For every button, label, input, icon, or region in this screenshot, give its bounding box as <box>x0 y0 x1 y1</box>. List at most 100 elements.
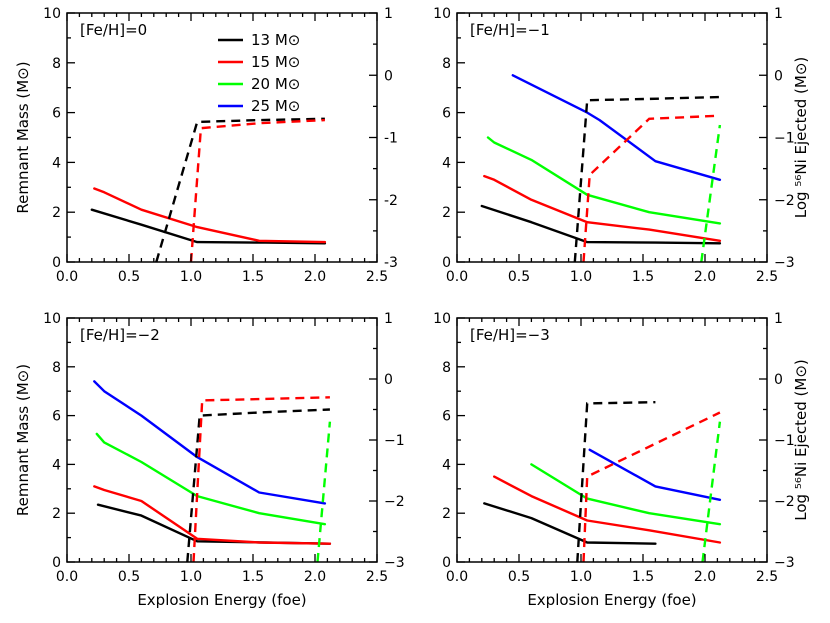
x-tick-label: 2.0 <box>304 569 326 585</box>
y2-tick-label: -1 <box>384 131 398 147</box>
remnant-line-13 <box>90 208 327 245</box>
nickel-line-15 <box>192 396 330 562</box>
y-axis-label: Remnant Mass (M⊙) <box>14 364 32 516</box>
x-tick-label: 2.5 <box>756 269 778 285</box>
x-tick-label: 1.5 <box>632 269 654 285</box>
legend-label-20: 20 M⊙ <box>251 75 300 93</box>
x-tick-label: 1.0 <box>180 569 202 585</box>
y2-tick-label: 1 <box>774 311 783 327</box>
remnant-line-13 <box>483 502 657 545</box>
nickel-line-20 <box>701 421 722 562</box>
x-tick-label: 0.0 <box>446 269 468 285</box>
y-tick-label: 6 <box>442 409 451 425</box>
x-tick-label: 0.0 <box>56 269 78 285</box>
y-tick-label: 4 <box>442 155 451 171</box>
y2-tick-label: −1 <box>774 433 795 449</box>
x-tick-label: 1.5 <box>632 569 654 585</box>
remnant-line-20 <box>530 463 722 526</box>
legend: 13 M⊙ 15 M⊙ 20 M⊙ 25 M⊙ <box>218 31 300 115</box>
panel-1: 0.0 0.5 1.0 1.5 2.0 2.5 0 2 4 6 8 10 -3 -2 -1 0 1 [Fe/H]=… <box>14 6 398 285</box>
x-tick-label: 0.5 <box>508 569 530 585</box>
y-tick-label: 6 <box>52 409 61 425</box>
legend-label-13: 13 M⊙ <box>251 31 300 49</box>
x-tick-label: 2.5 <box>756 569 778 585</box>
x-tick-label: 2.5 <box>366 269 388 285</box>
remnant-line-15 <box>493 475 722 544</box>
panel-4: 0.0 0.5 1.0 1.5 2.0 2.5 0 2 4 6 8 10 −3 −2 −1 0 1 [Fe/H]=… <box>433 311 810 609</box>
nickel-line-15 <box>582 411 721 562</box>
y2-tick-label: 1 <box>384 311 393 327</box>
y-tick-label: 4 <box>52 155 61 171</box>
nickel-line-13 <box>576 401 656 562</box>
x-tick-label: 2.0 <box>304 269 326 285</box>
y2-tick-label: 0 <box>384 68 393 84</box>
y2-axis-label: Log ⁵⁶Ni Ejected (M⊙) <box>792 359 810 520</box>
y2-tick-label: −1 <box>384 433 405 449</box>
x-axis-label: Explosion Energy (foe) <box>137 591 306 609</box>
panel-title: [Fe/H]=−2 <box>80 326 160 344</box>
remnant-line-15 <box>483 174 722 243</box>
x-tick-label: 0.5 <box>508 269 530 285</box>
x-tick-label: 0.5 <box>118 569 140 585</box>
remnant-line-25 <box>588 448 722 501</box>
panel-title: [Fe/H]=−1 <box>470 21 550 39</box>
y2-tick-label: −2 <box>384 494 405 510</box>
panel-2: 0.0 0.5 1.0 1.5 2.0 2.5 0 2 4 6 8 10 −3 −2 −1 0 1 [Fe/H]=… <box>433 6 810 285</box>
y-tick-label: 10 <box>433 311 451 327</box>
nickel-line-13 <box>186 408 330 562</box>
y-tick-label: 8 <box>442 56 451 72</box>
plot-frame <box>66 317 378 563</box>
x-tick-label: 1.0 <box>570 569 592 585</box>
x-tick-label: 2.5 <box>366 569 388 585</box>
y2-tick-label: −3 <box>384 555 405 571</box>
y-tick-label: 2 <box>442 205 451 221</box>
y2-tick-label: −3 <box>774 255 795 271</box>
y2-tick-label: −2 <box>774 193 795 209</box>
y-tick-label: 8 <box>442 360 451 376</box>
nickel-line-13 <box>155 117 325 262</box>
y-tick-label: 0 <box>52 255 61 271</box>
nickel-line-15 <box>582 114 720 262</box>
x-tick-label: 1.5 <box>242 269 264 285</box>
y2-tick-label: 0 <box>774 68 783 84</box>
y2-tick-label: 1 <box>384 6 393 22</box>
remnant-line-15 <box>93 485 332 545</box>
legend-label-15: 15 M⊙ <box>251 53 300 71</box>
y2-axis-label: Log ⁵⁶Ni Ejected (M⊙) <box>792 57 810 218</box>
y-tick-label: 2 <box>442 506 451 522</box>
y-tick-label: 0 <box>52 555 61 571</box>
nickel-line-13 <box>573 95 720 262</box>
panel-3: 0.0 0.5 1.0 1.5 2.0 2.5 0 2 4 6 8 10 −3 −2 −1 0 1 [Fe/H]=… <box>14 311 405 609</box>
y-tick-label: 4 <box>52 457 61 473</box>
legend-label-25: 25 M⊙ <box>251 97 300 115</box>
remnant-line-15 <box>93 187 327 244</box>
y2-tick-label: 1 <box>774 6 783 22</box>
x-tick-label: 0.0 <box>56 569 78 585</box>
nickel-line-20 <box>700 124 722 262</box>
y-tick-label: 10 <box>43 6 61 22</box>
y-tick-label: 0 <box>442 555 451 571</box>
y-tick-label: 0 <box>442 255 451 271</box>
y-tick-label: 10 <box>43 311 61 327</box>
remnant-line-13 <box>480 204 722 245</box>
y-axis-label: Remnant Mass (M⊙) <box>14 61 32 213</box>
remnant-line-20 <box>486 136 722 225</box>
nickel-line-20 <box>316 421 332 562</box>
y2-tick-label: 0 <box>384 372 393 388</box>
panel-title: [Fe/H]=−3 <box>470 326 550 344</box>
remnant-line-13 <box>96 503 332 545</box>
y2-tick-label: −1 <box>774 131 795 147</box>
remnant-line-25 <box>93 380 327 505</box>
x-tick-label: 2.0 <box>694 269 716 285</box>
panel-title: [Fe/H]=0 <box>80 21 147 39</box>
y-tick-label: 2 <box>52 205 61 221</box>
y-tick-label: 6 <box>442 106 451 122</box>
y2-tick-label: -3 <box>384 255 398 271</box>
x-tick-label: 0.5 <box>118 269 140 285</box>
y2-tick-label: 0 <box>774 372 783 388</box>
x-tick-label: 1.0 <box>180 269 202 285</box>
y-tick-label: 8 <box>52 360 61 376</box>
x-tick-label: 2.0 <box>694 569 716 585</box>
y-tick-label: 10 <box>433 6 451 22</box>
